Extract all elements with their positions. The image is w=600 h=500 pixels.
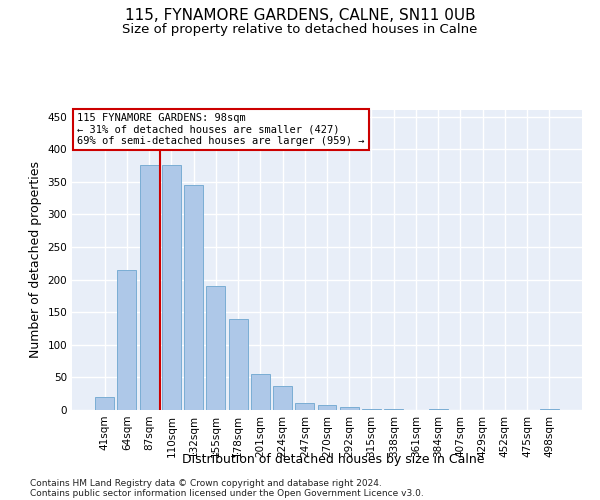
Bar [206,286,225,410]
Bar [429,408,448,410]
Bar [362,408,381,410]
Bar [229,318,248,410]
Y-axis label: Number of detached properties: Number of detached properties [29,162,42,358]
Bar [295,404,314,410]
Bar [251,374,270,410]
Bar [95,397,114,410]
Bar [184,185,203,410]
Bar [118,270,136,410]
Text: 115 FYNAMORE GARDENS: 98sqm
← 31% of detached houses are smaller (427)
69% of se: 115 FYNAMORE GARDENS: 98sqm ← 31% of det… [77,113,365,146]
Text: Contains public sector information licensed under the Open Government Licence v3: Contains public sector information licen… [30,488,424,498]
Text: 115, FYNAMORE GARDENS, CALNE, SN11 0UB: 115, FYNAMORE GARDENS, CALNE, SN11 0UB [125,8,475,22]
Text: Size of property relative to detached houses in Calne: Size of property relative to detached ho… [122,22,478,36]
Bar [317,406,337,410]
Bar [540,408,559,410]
Bar [273,386,292,410]
Bar [340,406,359,410]
Text: Distribution of detached houses by size in Calne: Distribution of detached houses by size … [182,452,484,466]
Text: Contains HM Land Registry data © Crown copyright and database right 2024.: Contains HM Land Registry data © Crown c… [30,478,382,488]
Bar [162,166,181,410]
Bar [140,166,158,410]
